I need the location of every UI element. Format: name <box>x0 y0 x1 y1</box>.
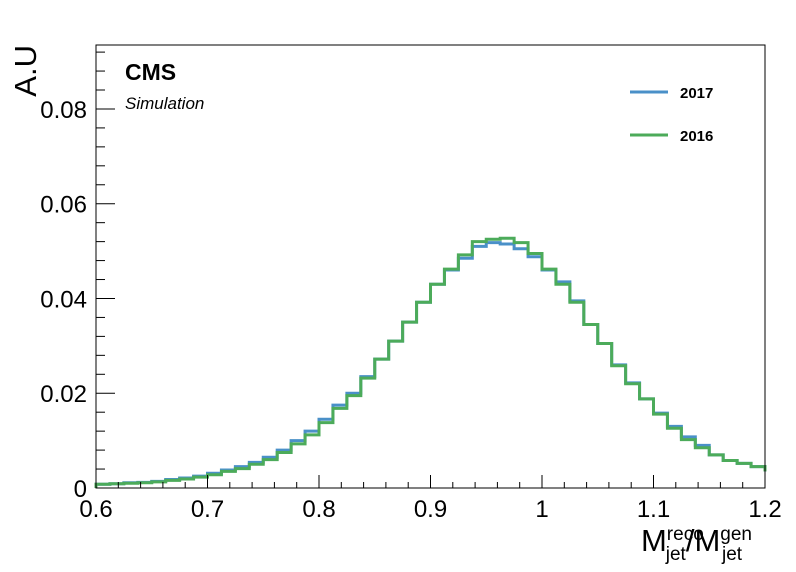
x-label-base1: M <box>641 523 667 558</box>
legend-label-0: 2017 <box>680 85 713 102</box>
axis-ticks <box>95 51 766 489</box>
y-tick-label: 0 <box>74 476 87 503</box>
x-tick-label: 0.8 <box>302 496 335 523</box>
legend: 2017 2016 <box>630 85 713 145</box>
x-tick-label: 0.9 <box>414 496 447 523</box>
x-tick-label: 1.2 <box>748 496 781 523</box>
x-tick-label: 0.6 <box>79 496 112 523</box>
x-label-base2: M <box>694 523 720 558</box>
y-tick-label: 0.06 <box>40 192 87 219</box>
y-tick-label: 0.08 <box>40 97 87 124</box>
x-label-separator: / <box>686 523 695 558</box>
x-tick-label: 1.1 <box>637 496 670 523</box>
experiment-label: CMS <box>125 59 176 85</box>
x-label-sub1: jet <box>665 544 687 565</box>
y-axis-label: A.U <box>8 45 43 97</box>
x-label-sup1: reco <box>667 524 704 545</box>
x-label-sub2: jet <box>721 544 743 565</box>
simulation-label: Simulation <box>125 94 204 113</box>
x-tick-label: 0.7 <box>191 496 224 523</box>
x-tick-label: 1 <box>535 496 548 523</box>
x-axis-label: Mreco jet/Mgen jet <box>641 523 752 565</box>
y-tick-label: 0.04 <box>40 286 87 313</box>
y-tick-label: 0.02 <box>40 381 87 408</box>
axis-tick-labels: 0.6 0.7 0.8 0.9 1 1.1 1.2 0 0.02 0.04 0.06 0.08 <box>40 97 781 523</box>
legend-label-1: 2016 <box>680 128 713 145</box>
x-label-sup2: gen <box>720 524 752 545</box>
